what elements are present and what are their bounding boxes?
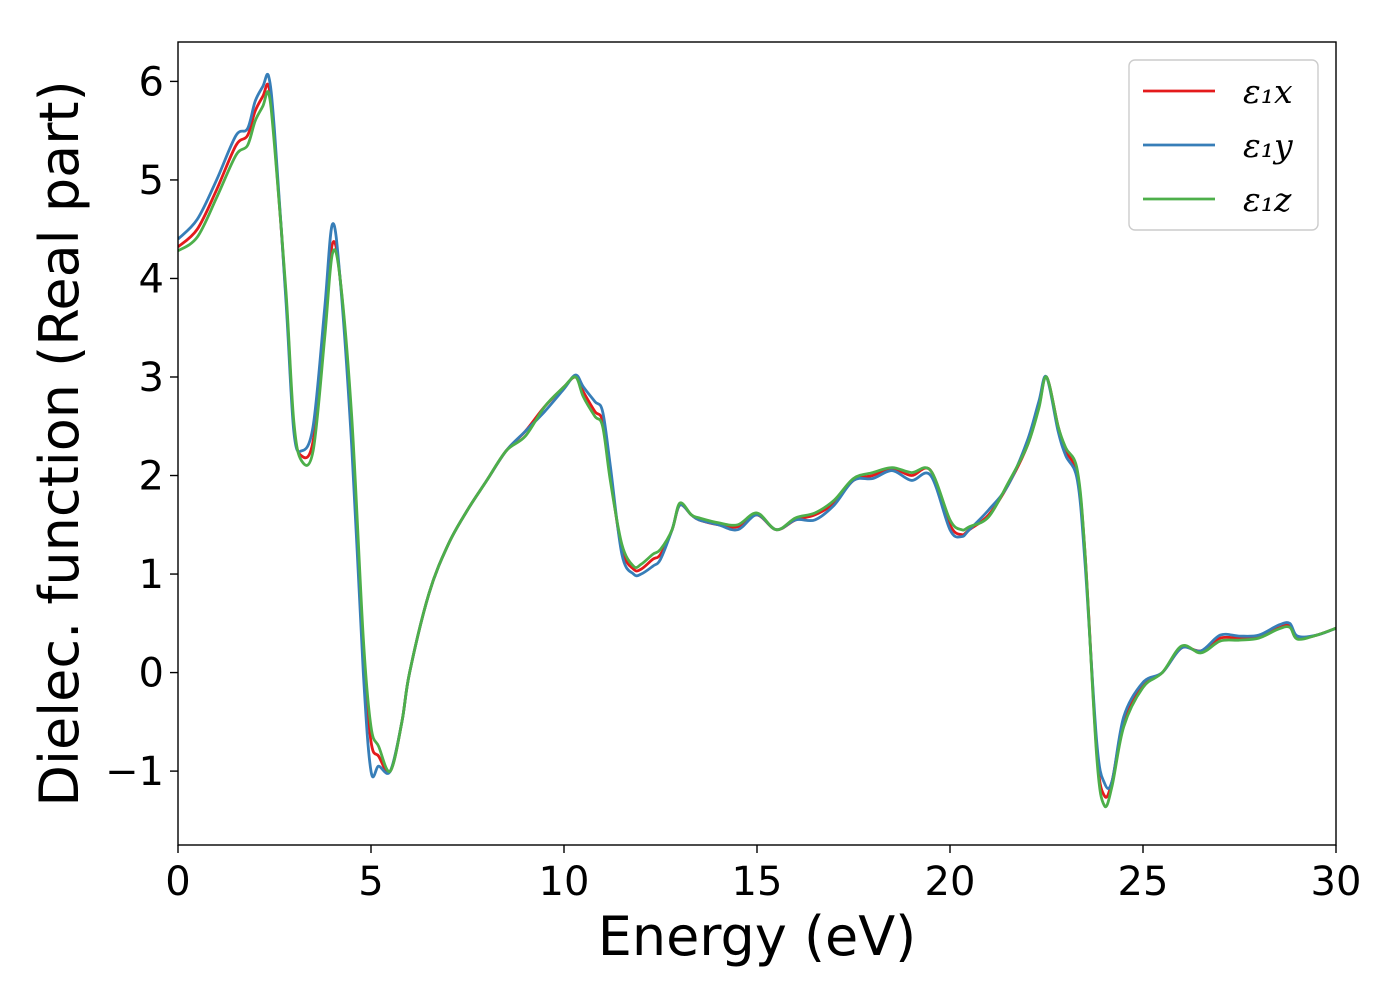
x-tick-label: 20 [925,859,976,905]
legend: ε₁x ε₁y ε₁z [1128,59,1319,231]
y-tick-label: 4 [139,256,164,302]
y-tick-label: 3 [139,355,164,401]
y-tick-label: 1 [139,552,164,598]
series-line-e1z [178,90,1336,809]
x-tick-label: 5 [358,859,383,905]
x-axis-label: Energy (eV) [598,905,917,968]
y-axis: −1 0 1 2 3 4 5 6 [105,59,178,795]
y-tick-label: −1 [105,749,164,795]
legend-label: ε₁z [1243,180,1292,219]
x-tick-label: 25 [1118,859,1169,905]
x-tick-label: 0 [165,859,190,905]
x-tick-label: 15 [732,859,783,905]
y-tick-label: 6 [139,59,164,105]
y-tick-label: 5 [139,158,164,204]
legend-box [1128,59,1319,231]
x-tick-label: 10 [539,859,590,905]
series-layer [178,72,1336,809]
y-axis-label: Dielec. function (Real part) [28,80,91,806]
y-tick-label: 2 [139,454,164,500]
legend-label: ε₁y [1243,126,1293,165]
x-tick-label: 30 [1311,859,1362,905]
legend-label: ε₁x [1243,72,1293,111]
y-tick-label: 0 [139,651,164,697]
x-axis: 0 5 10 15 20 25 30 [165,845,1361,905]
